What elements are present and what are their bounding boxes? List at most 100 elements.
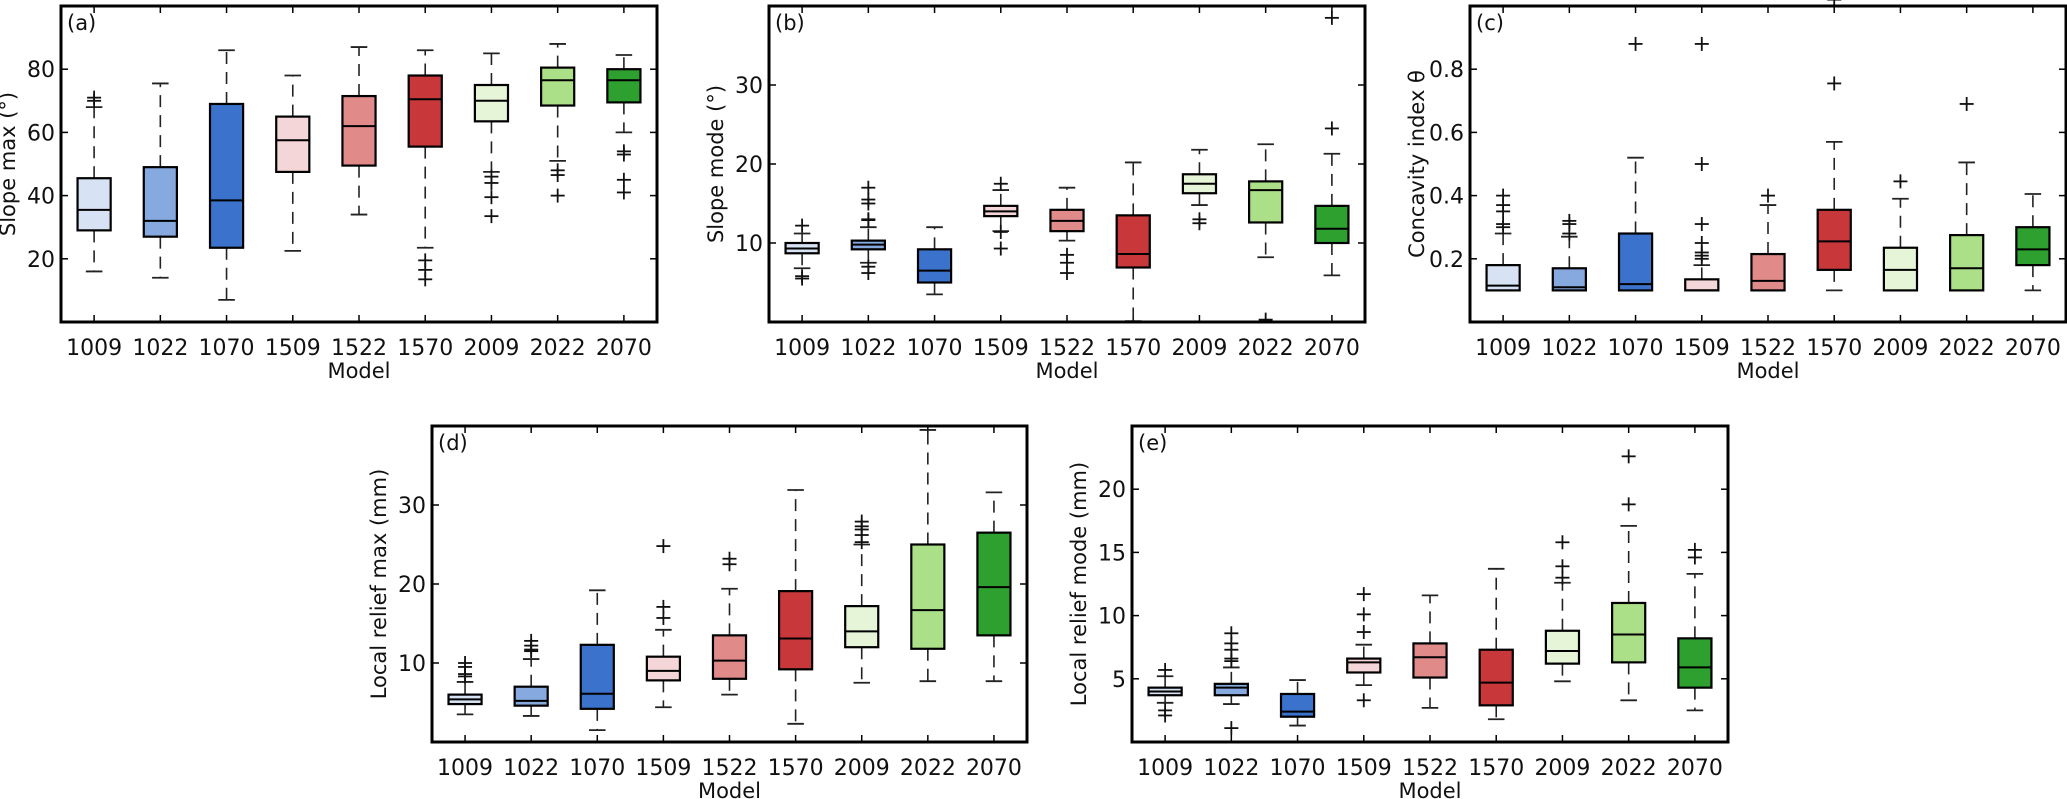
outlier xyxy=(1060,266,1074,281)
outlier xyxy=(616,147,631,162)
y-tick-label: 30 xyxy=(735,74,763,99)
x-axis-label: Model xyxy=(698,779,761,799)
box-body xyxy=(1314,204,1350,245)
outlier xyxy=(1224,721,1239,736)
axes-frame xyxy=(1130,424,1730,744)
x-tick-label: 1022 xyxy=(840,336,896,361)
box-2009 xyxy=(1882,174,1919,292)
outlier xyxy=(1827,0,1842,7)
box-body xyxy=(1949,234,1985,292)
box-2022 xyxy=(540,43,576,203)
box-1070 xyxy=(1617,36,1654,292)
box-2022 xyxy=(1611,449,1647,702)
x-tick-label: 2022 xyxy=(1601,756,1657,781)
box-1009 xyxy=(784,218,820,286)
outlier xyxy=(484,190,499,205)
outlier xyxy=(1555,559,1570,574)
y-tick-label: 40 xyxy=(27,185,55,210)
box-body xyxy=(142,166,178,238)
box-1009 xyxy=(1147,662,1183,723)
outlier xyxy=(1356,607,1371,622)
y-tick-label: 20 xyxy=(735,153,763,178)
x-tick-label: 1022 xyxy=(132,336,188,361)
outlier xyxy=(524,633,539,648)
panel-label: (a) xyxy=(67,11,96,35)
x-tick-label: 2070 xyxy=(596,336,652,361)
x-tick-label: 1070 xyxy=(1608,336,1664,361)
box-body xyxy=(1551,267,1587,292)
panel-b: 10 20 30 1009 1022 1070 1509 1522 1570 2009 2022 20… xyxy=(704,4,1367,383)
x-tick-label: 2009 xyxy=(1534,756,1590,781)
box-body xyxy=(76,177,112,232)
panel-d: 10 20 30 1009 1022 1070 1509 1522 1570 2009 2022 20… xyxy=(367,424,1029,799)
outlier xyxy=(993,176,1008,191)
box-body xyxy=(1248,180,1284,224)
outlier xyxy=(1555,535,1570,550)
outlier xyxy=(1621,497,1636,512)
outlier xyxy=(1621,449,1636,464)
box-body xyxy=(473,83,510,123)
box-1522 xyxy=(1750,188,1786,292)
plot-area xyxy=(784,10,1350,322)
y-tick-label: 15 xyxy=(1098,541,1126,566)
outlier xyxy=(1324,10,1339,25)
panel-label: (b) xyxy=(775,11,805,35)
box-1009 xyxy=(447,656,483,716)
x-axis-label: Model xyxy=(1736,359,1799,383)
x-tick-label: 2070 xyxy=(2005,336,2061,361)
x-tick-label: 1570 xyxy=(768,756,824,781)
outlier xyxy=(616,172,631,187)
box-2070 xyxy=(1677,542,1713,712)
box-1570 xyxy=(1478,567,1514,721)
x-tick-label: 1509 xyxy=(265,336,321,361)
x-tick-label: 1570 xyxy=(1806,336,1862,361)
panel-label: (d) xyxy=(438,431,468,455)
box-1022 xyxy=(513,633,549,717)
outlier xyxy=(458,656,473,670)
outlier xyxy=(1356,587,1371,602)
box-body xyxy=(711,634,748,680)
x-tick-label: 2022 xyxy=(530,336,586,361)
box-body xyxy=(1213,682,1249,697)
plot-area xyxy=(76,43,642,301)
x-tick-label: 1009 xyxy=(66,336,122,361)
x-tick-label: 1022 xyxy=(1203,756,1259,781)
box-2009 xyxy=(1544,535,1581,683)
box-body xyxy=(1617,232,1654,292)
y-tick-label: 0.2 xyxy=(1429,248,1464,273)
box-body xyxy=(910,543,946,650)
x-tick-label: 1509 xyxy=(973,336,1029,361)
x-tick-label: 2009 xyxy=(463,336,519,361)
outlier xyxy=(1694,217,1709,232)
box-body xyxy=(916,248,953,284)
y-tick-label: 30 xyxy=(398,494,426,519)
x-tick-label: 1570 xyxy=(397,336,453,361)
x-tick-label: 2070 xyxy=(966,756,1022,781)
x-tick-label: 1009 xyxy=(437,756,493,781)
outlier xyxy=(795,271,810,286)
x-tick-label: 1009 xyxy=(774,336,830,361)
box-body xyxy=(606,68,642,104)
box-2022 xyxy=(910,429,946,683)
box-2070 xyxy=(1314,10,1350,277)
box-body xyxy=(341,94,377,167)
box-1522 xyxy=(1412,594,1448,709)
outlier xyxy=(722,551,737,566)
outlier xyxy=(484,209,499,224)
box-1522 xyxy=(711,551,748,696)
box-body xyxy=(208,102,245,249)
outlier xyxy=(1761,188,1775,203)
box-body xyxy=(1611,601,1647,664)
panel-a: 20 40 60 80 1009 1022 1070 1509 1522 1570 2009 2022… xyxy=(0,4,659,383)
y-tick-label: 0.8 xyxy=(1429,58,1464,83)
box-2070 xyxy=(606,54,642,200)
outlier xyxy=(993,224,1008,239)
x-tick-label: 1509 xyxy=(1674,336,1730,361)
box-1509 xyxy=(983,176,1019,256)
x-tick-label: 2009 xyxy=(834,756,890,781)
box-1570 xyxy=(777,489,814,725)
outlier xyxy=(861,266,876,281)
box-body xyxy=(579,643,615,710)
y-tick-label: 60 xyxy=(27,121,55,146)
